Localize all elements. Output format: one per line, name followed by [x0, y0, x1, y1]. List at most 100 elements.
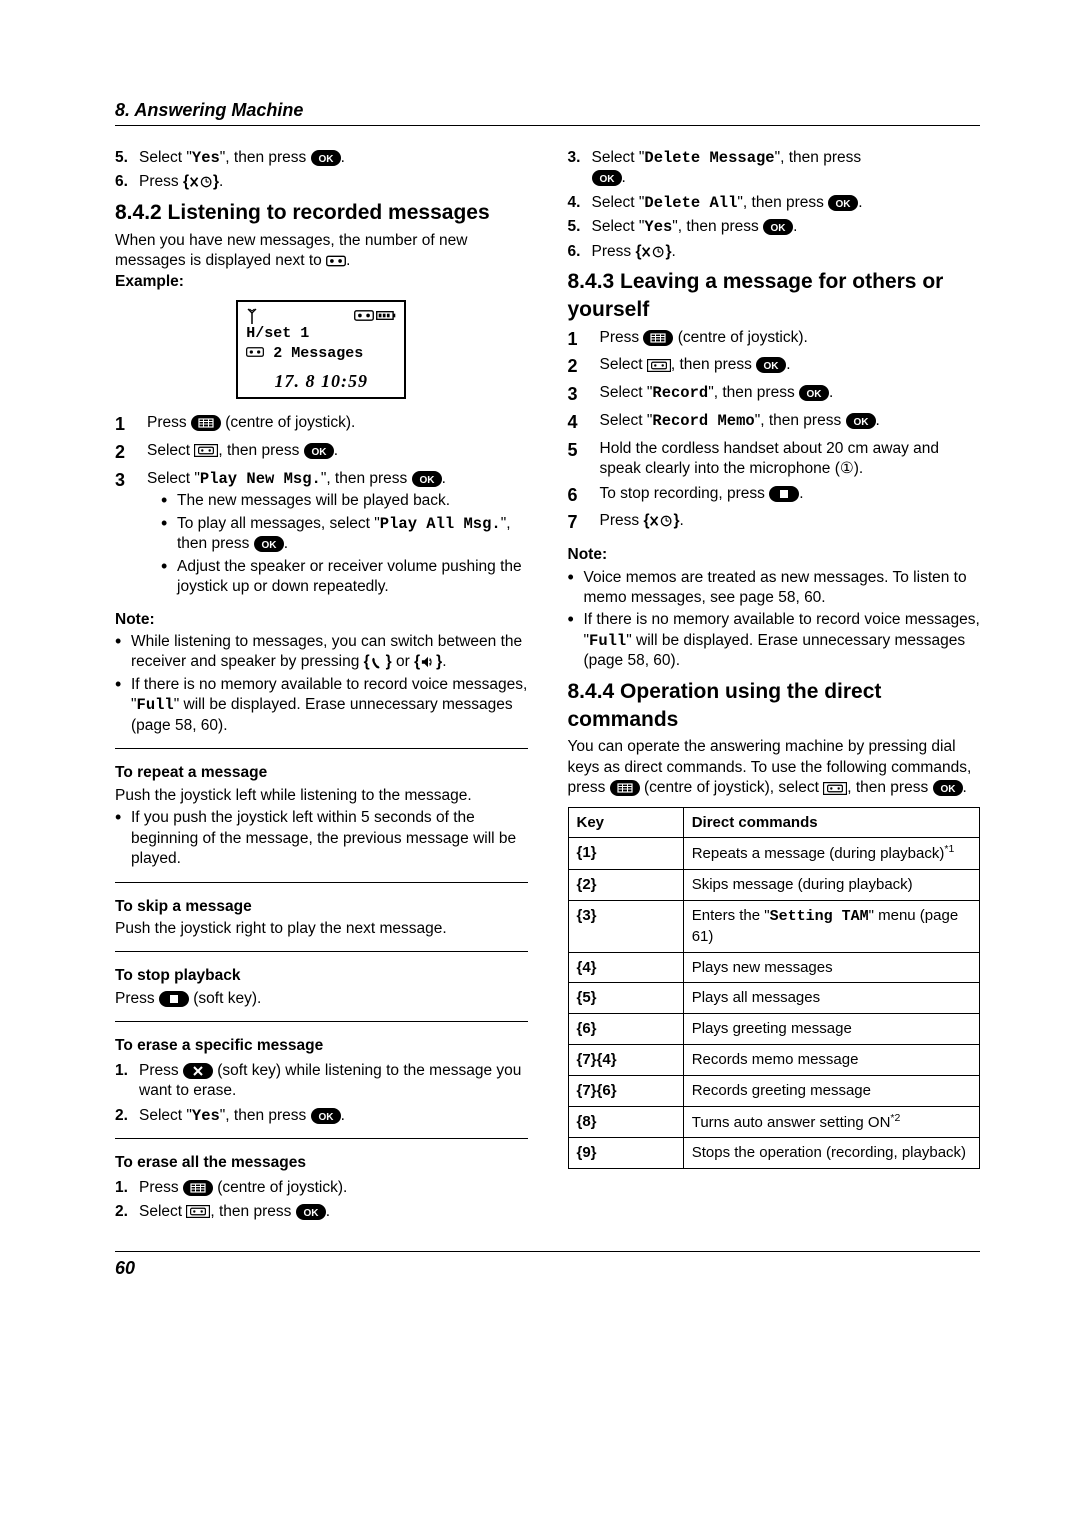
step-num: 5.	[115, 148, 139, 168]
table-row: {6}Plays greeting message	[568, 1014, 980, 1045]
intro-844: You can operate the answering machine by…	[568, 737, 981, 798]
heading-843: 8.4.3 Leaving a message for others or yo…	[568, 268, 981, 323]
tape-box-icon	[194, 444, 218, 457]
cell-key: {7}{4}	[568, 1045, 683, 1076]
bullet: To play all messages, select "Play All M…	[177, 514, 528, 555]
subheading-erase-one: To erase a specific message	[115, 1036, 528, 1056]
r-step-5: Select "Yes", then press .	[592, 217, 981, 237]
repeat-body: Push the joystick left while listening t…	[115, 786, 528, 806]
menu-icon	[643, 330, 673, 346]
m-step-4: Select "Record Memo", then press .	[600, 411, 981, 435]
subheading-erase-all: To erase all the messages	[115, 1153, 528, 1173]
step-l3: Select "Play New Msg.", then press . •Th…	[147, 469, 528, 600]
commands-table: Key Direct commands {1}Repeats a message…	[568, 807, 981, 1170]
note-bullet: While listening to messages, you can swi…	[131, 632, 528, 673]
table-row: {7}{6}Records greeting message	[568, 1075, 980, 1106]
ok-icon	[846, 413, 876, 429]
intro-842: When you have new messages, the number o…	[115, 231, 528, 272]
step-num: 4	[568, 411, 600, 435]
ok-icon	[763, 219, 793, 235]
step-num: 6.	[568, 242, 592, 262]
table-row: {3}Enters the "Setting TAM" menu (page 6…	[568, 901, 980, 953]
off-clock-icon	[641, 245, 665, 259]
cell-key: {1}	[568, 838, 683, 870]
table-row: {2}Skips message (during playback)	[568, 870, 980, 901]
cell-cmd: Turns auto answer setting ON*2	[683, 1106, 979, 1138]
step-num: 4.	[568, 193, 592, 213]
subheading-skip: To skip a message	[115, 897, 528, 917]
r-step-6: Press {}.	[592, 242, 981, 262]
m-step-3: Select "Record", then press .	[600, 383, 981, 407]
step-num: 2	[115, 441, 147, 465]
m-step-1: Press (centre of joystick).	[600, 328, 981, 352]
cell-cmd: Plays new messages	[683, 952, 979, 983]
tape-box-icon	[647, 359, 671, 372]
page-number: 60	[115, 1251, 980, 1279]
step-num: 3.	[568, 148, 592, 189]
bullet: If you push the joystick left within 5 s…	[131, 808, 528, 869]
cell-cmd: Repeats a message (during playback)*1	[683, 838, 979, 870]
heading-842: 8.4.2 Listening to recorded messages	[115, 199, 528, 227]
cell-cmd: Records memo message	[683, 1045, 979, 1076]
tape-icon	[354, 310, 374, 321]
example-label: Example:	[115, 272, 528, 292]
heading-844: 8.4.4 Operation using the direct command…	[568, 678, 981, 733]
ok-icon	[254, 536, 284, 552]
tape-icon	[246, 347, 264, 357]
cell-cmd: Plays all messages	[683, 983, 979, 1014]
step-num: 1.	[115, 1178, 139, 1198]
cell-key: {6}	[568, 1014, 683, 1045]
ok-icon	[756, 357, 786, 373]
note-label: Note:	[115, 610, 528, 630]
cell-cmd: Stops the operation (recording, playback…	[683, 1138, 979, 1169]
step-num: 1.	[115, 1061, 139, 1102]
stop-icon	[159, 991, 189, 1007]
cell-key: {7}{6}	[568, 1075, 683, 1106]
left-column: 5. Select "Yes", then press . 6. Press {…	[115, 144, 528, 1227]
tape-icon	[326, 255, 346, 267]
m-step-2: Select , then press .	[600, 355, 981, 379]
step-num: 5.	[568, 217, 592, 237]
off-clock-icon	[649, 514, 673, 528]
step-5: Select "Yes", then press .	[139, 148, 528, 168]
menu-icon	[191, 415, 221, 431]
step-num: 2	[568, 355, 600, 379]
table-row: {4}Plays new messages	[568, 952, 980, 983]
step-num: 3	[568, 383, 600, 407]
table-row: {9}Stops the operation (recording, playb…	[568, 1138, 980, 1169]
step-num: 3	[115, 469, 147, 600]
cell-cmd: Records greeting message	[683, 1075, 979, 1106]
note-bullet: If there is no memory available to recor…	[584, 610, 981, 671]
cell-key: {5}	[568, 983, 683, 1014]
ok-icon	[799, 385, 829, 401]
th-key: Key	[568, 807, 683, 838]
table-row: {1}Repeats a message (during playback)*1	[568, 838, 980, 870]
note-bullet: Voice memos are treated as new messages.…	[584, 568, 981, 609]
ok-icon	[296, 1204, 326, 1220]
tape-box-icon	[186, 1205, 210, 1218]
ok-icon	[311, 150, 341, 166]
cell-cmd: Skips message (during playback)	[683, 870, 979, 901]
cell-key: {9}	[568, 1138, 683, 1169]
r-step-4: Select "Delete All", then press .	[592, 193, 981, 213]
step-num: 6	[568, 484, 600, 508]
display-example: H/set 1 2 Messages 17. 8 10:59	[236, 300, 406, 399]
tape-box-icon	[823, 782, 847, 795]
erase-one-1: Press (soft key) while listening to the …	[139, 1061, 528, 1102]
step-num: 1	[115, 413, 147, 437]
step-6: Press {}.	[139, 172, 528, 192]
ok-icon	[311, 1108, 341, 1124]
ok-icon	[304, 443, 334, 459]
bullet: The new messages will be played back.	[177, 491, 528, 511]
cell-cmd: Plays greeting message	[683, 1014, 979, 1045]
m-step-7: Press {}.	[600, 511, 981, 535]
ok-icon	[412, 471, 442, 487]
antenna-icon	[246, 308, 258, 324]
table-row: {8}Turns auto answer setting ON*2	[568, 1106, 980, 1138]
step-num: 5	[568, 439, 600, 480]
ok-icon	[933, 780, 963, 796]
step-num: 1	[568, 328, 600, 352]
ok-icon	[592, 170, 622, 186]
erase-all-1: Press (centre of joystick).	[139, 1178, 528, 1198]
display-line1: H/set 1	[246, 324, 396, 344]
